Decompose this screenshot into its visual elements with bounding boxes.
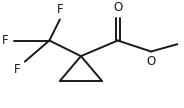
Text: O: O [146, 55, 156, 68]
Text: F: F [14, 63, 21, 76]
Text: O: O [113, 1, 122, 14]
Text: F: F [57, 3, 63, 16]
Text: F: F [1, 34, 8, 47]
